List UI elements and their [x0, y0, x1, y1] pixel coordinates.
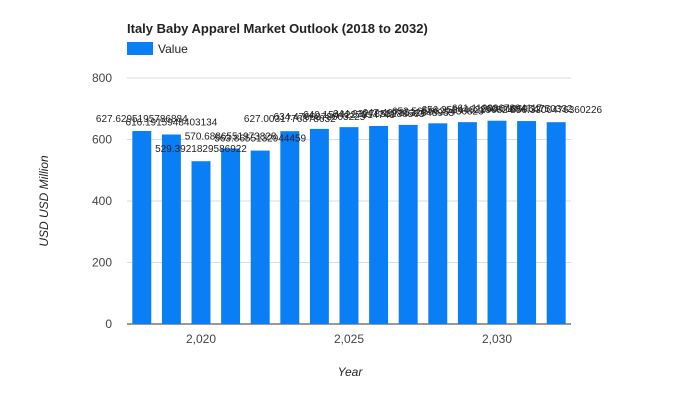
bar: [398, 124, 418, 324]
data-label: 634.4766878603225: [274, 112, 366, 123]
x-tick-label: 2,025: [334, 332, 364, 346]
data-label: 616.1915948403134: [126, 118, 218, 129]
bar: [487, 120, 507, 324]
data-label: 660.0186964750332: [481, 104, 573, 115]
bar: [428, 123, 448, 324]
data-label: 563.8655132944459: [214, 134, 306, 145]
bar: [457, 122, 477, 324]
data-label: 627.6295195786884: [96, 114, 188, 125]
bar: [309, 128, 329, 324]
data-label: 656.3300476360226: [510, 105, 602, 116]
x-axis-ticks: 2,020 2,025 2,030: [186, 332, 512, 346]
data-label: 661.1128867894117: [452, 104, 543, 115]
bar: [132, 131, 152, 324]
bar: [191, 161, 211, 324]
x-tick-label: 2,030: [482, 332, 512, 346]
data-label: 627.0031776878632: [244, 114, 336, 125]
y-axis-ticks: 0 200 400 600 800: [92, 71, 112, 331]
x-axis-title: Year: [338, 365, 364, 379]
y-tick-label: 0: [105, 317, 112, 331]
data-label: 644.0327853288563: [333, 109, 425, 120]
data-label: 529.3921829586922: [155, 144, 247, 155]
bar: [221, 148, 241, 324]
bar: [369, 125, 389, 324]
data-label: 570.6886551973828: [185, 132, 277, 143]
y-tick-label: 600: [92, 133, 112, 147]
legend-swatch: [127, 42, 153, 55]
bar: [339, 127, 359, 325]
bars: [132, 120, 566, 325]
data-label: 656.3534462296824: [422, 105, 514, 116]
bar: [517, 121, 537, 324]
data-label: 652.5656629436823: [392, 106, 484, 117]
y-tick-label: 400: [92, 194, 112, 208]
y-tick-label: 200: [92, 256, 112, 270]
chart-title: Italy Baby Apparel Market Outlook (2018 …: [127, 21, 428, 36]
data-label: 647.4978532848963: [362, 108, 454, 119]
bar: [280, 131, 300, 324]
y-tick-label: 800: [92, 71, 112, 85]
bar: [161, 134, 181, 324]
legend-label: Value: [158, 42, 188, 56]
x-tick-label: 2,020: [186, 332, 216, 346]
bar: [250, 150, 270, 324]
data-label: 640.1544227314743: [303, 110, 395, 121]
y-axis-title: USD USD Million: [37, 155, 51, 247]
bar: [546, 122, 566, 325]
